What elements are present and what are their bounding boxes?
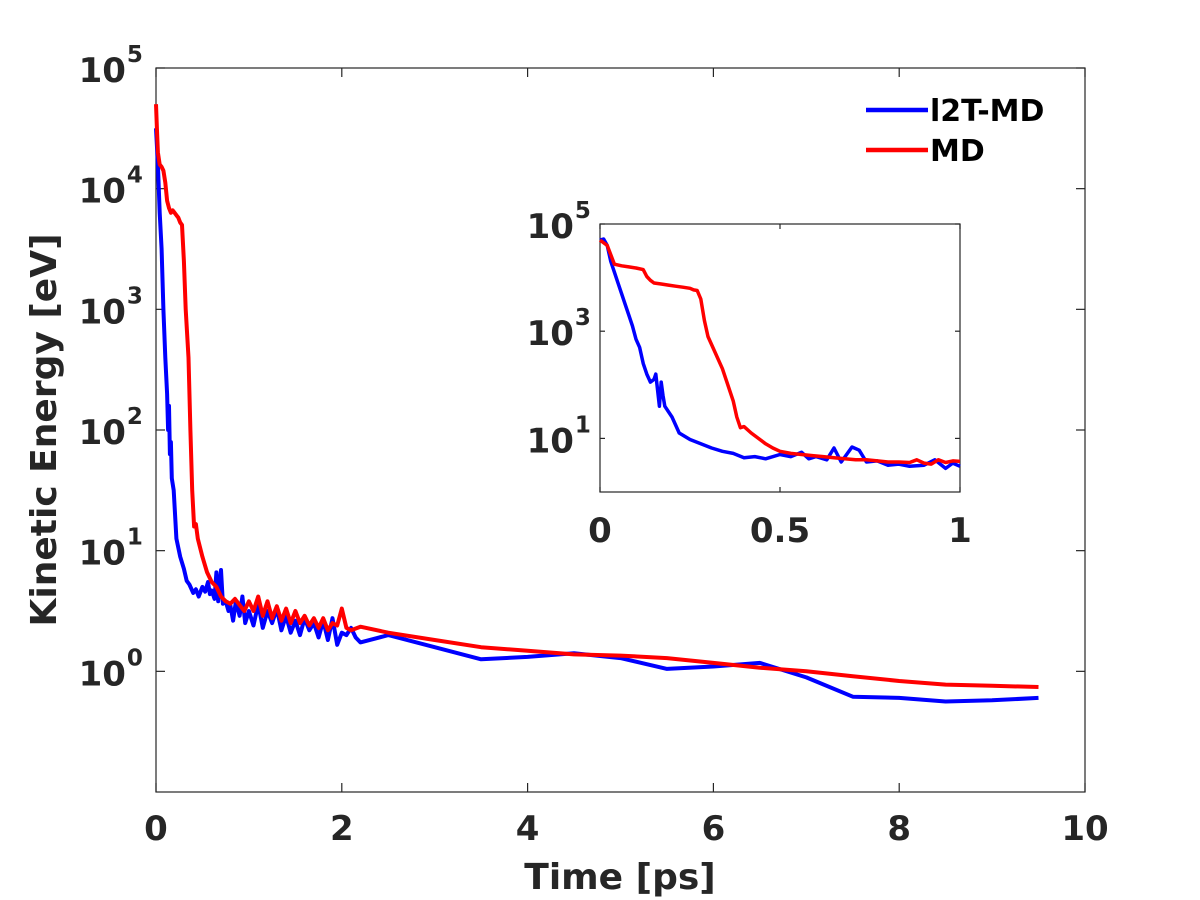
series-line-md [154, 104, 1039, 689]
y-tick-label-base: 10 [79, 51, 126, 91]
y-tick-label-exponent: 2 [127, 404, 143, 430]
y-tick-label-base: 10 [527, 314, 574, 354]
y-tick-label-base: 10 [527, 207, 574, 247]
y-tick-label-exponent: 0 [127, 645, 143, 671]
series-line-l2t-md [154, 128, 1039, 704]
y-tick-label-exponent: 4 [127, 163, 143, 189]
x-tick-label: 0.5 [750, 511, 810, 551]
inset-plot-frame [599, 223, 961, 493]
x-tick-label: 0 [144, 809, 168, 849]
y-tick-label-exponent: 3 [127, 283, 143, 309]
y-tick-label-exponent: 5 [127, 42, 143, 68]
y-tick-label-base: 10 [79, 654, 126, 694]
main-x-ticks: 0 2 4 6 8 10 [144, 68, 1109, 849]
y-tick-label-exponent: 1 [575, 412, 591, 438]
inset-x-ticks: 0 0.5 1 [588, 224, 972, 551]
y-tick-label-base: 10 [79, 413, 126, 453]
inset-series [598, 237, 961, 471]
legend-label-md: MD [930, 134, 985, 169]
y-tick-label-exponent: 1 [127, 525, 143, 551]
x-tick-label: 10 [1061, 809, 1108, 849]
x-axis-label: Time [ps] [524, 857, 715, 898]
x-tick-label: 0 [588, 511, 612, 551]
series-line-md [598, 238, 961, 466]
x-tick-label: 6 [702, 809, 726, 849]
y-tick-label-base: 10 [79, 534, 126, 574]
y-tick-label-base: 10 [79, 292, 126, 332]
y-axis-label: Kinetic Energy [eV] [24, 233, 65, 626]
legend-label-l2t-md: l2T-MD [930, 94, 1044, 129]
y-tick-label-exponent: 5 [575, 198, 591, 224]
x-tick-label: 2 [330, 809, 354, 849]
x-tick-label: 8 [887, 809, 911, 849]
y-tick-label-base: 10 [527, 421, 574, 461]
x-tick-label: 1 [948, 511, 972, 551]
y-tick-label-exponent: 3 [575, 305, 591, 331]
x-tick-label: 4 [516, 809, 540, 849]
legend: l2T-MD MD [866, 94, 1044, 169]
y-tick-label-base: 10 [79, 172, 126, 212]
main-series [154, 104, 1039, 704]
